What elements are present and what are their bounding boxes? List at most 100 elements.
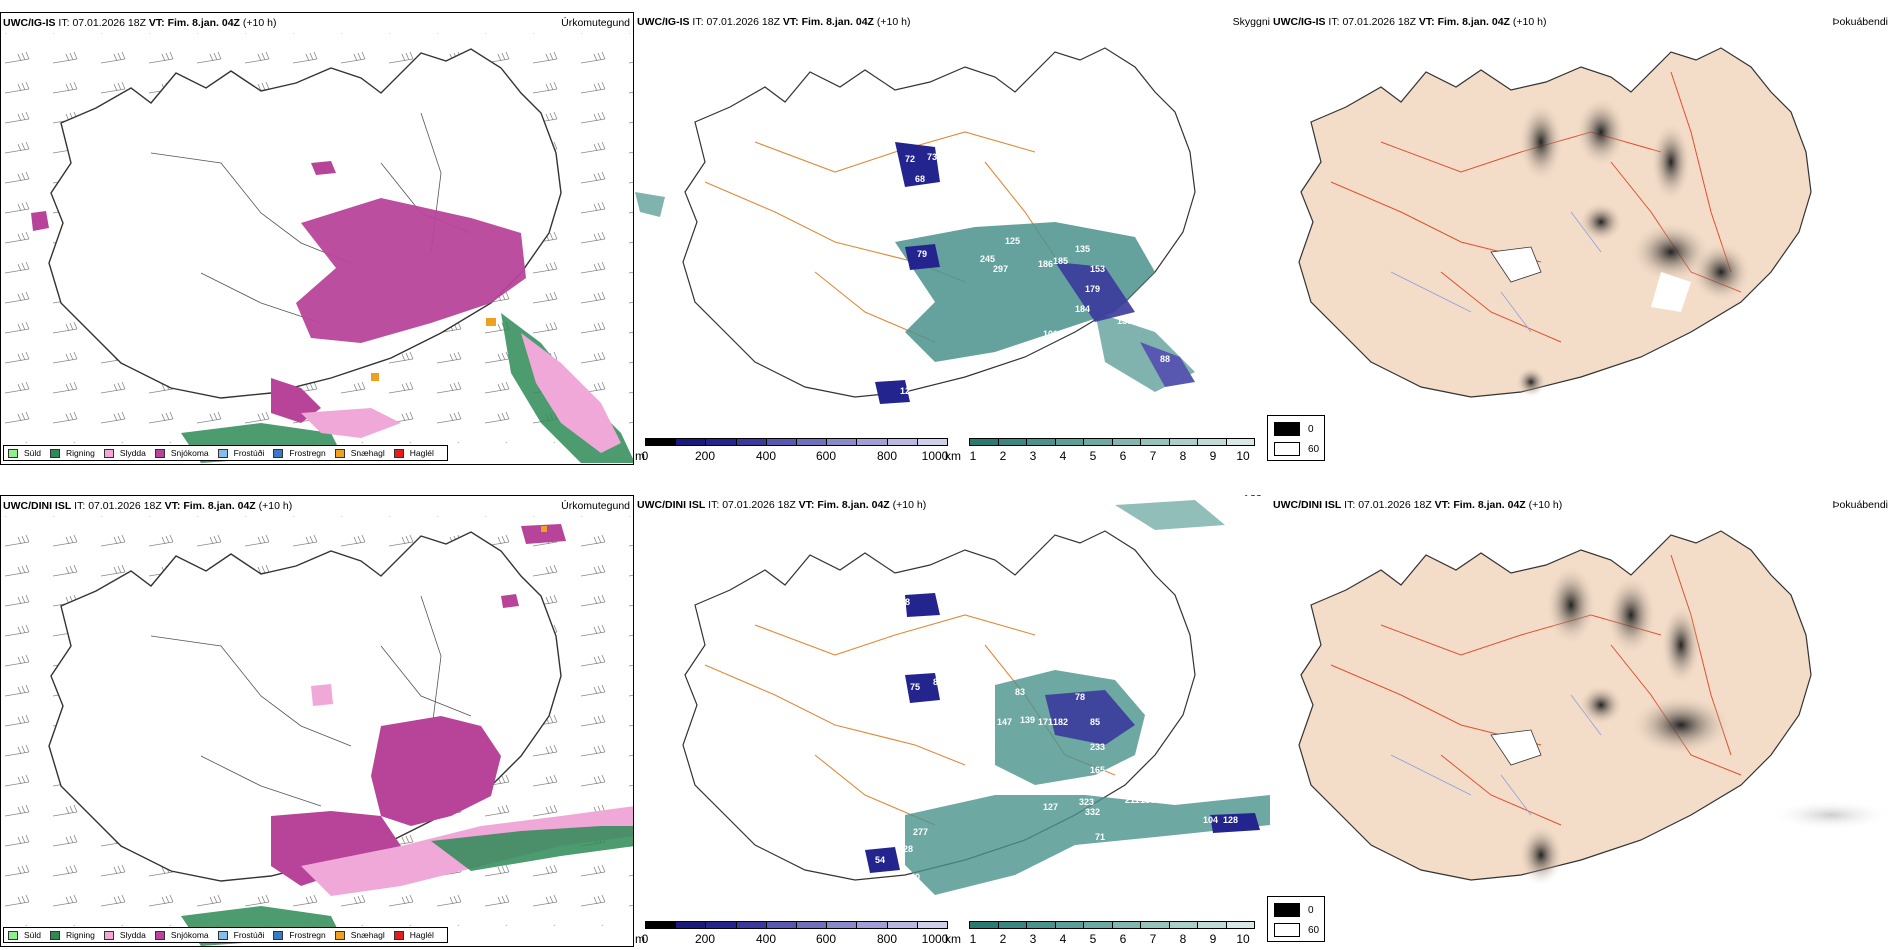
legend-item-snjokoma: Snjókoma xyxy=(154,448,209,458)
fog-panel-row1: UWC/IG-IS IT: 07.01.2026 18Z VT: Fim. 8.… xyxy=(1271,12,1900,465)
height-label: 88 xyxy=(900,597,910,607)
panel-header: UWC/DINI ISL IT: 07.01.2026 18Z VT: Fim.… xyxy=(1273,499,1563,511)
panel-title-precip: Úrkomutegund xyxy=(561,500,630,512)
precip-legend: Súld Rigning Slydda Snjókoma Frostúði Fr… xyxy=(3,927,448,943)
panel-header: UWC/DINI ISL IT: 07.01.2026 18Z VT: Fim.… xyxy=(637,499,927,511)
height-label: 72 xyxy=(905,154,915,164)
height-label: 83 xyxy=(1015,687,1025,697)
legend-item-snaehagl: Snæhagl xyxy=(334,448,385,458)
height-label: 180 xyxy=(1140,795,1155,805)
visibility-panel-row2: UWC/DINI ISL IT: 07.01.2026 18Z VT: Fim.… xyxy=(635,495,1270,947)
fog-panel-row2: UWC/DINI ISL IT: 07.01.2026 18Z VT: Fim.… xyxy=(1271,495,1900,947)
precip-panel-row2: UWC/DINI ISL IT: 07.01.2026 18Z VT: Fim.… xyxy=(0,495,634,947)
height-label: 182 xyxy=(1053,717,1068,727)
precip-legend: Súld Rigning Slydda Snjókoma Frostúði Fr… xyxy=(3,445,448,461)
height-label: 147 xyxy=(997,717,1012,727)
legend-item-rigning: Rigning xyxy=(50,448,95,458)
legend-item-slydda: Slydda xyxy=(103,448,146,458)
height-label: 277 xyxy=(913,827,928,837)
height-label: 79 xyxy=(917,249,927,259)
precip-panel-row1: UWC/IG-IS IT: 07.01.2026 18Z VT: Fim. 8.… xyxy=(0,12,634,465)
height-label: 40 xyxy=(910,872,920,882)
fog-map-row1 xyxy=(1298,47,1812,398)
panel-title-precip: Úrkomutegund xyxy=(561,17,630,29)
height-label: 297 xyxy=(993,264,1008,274)
panel-title-fog: Þokuábendi xyxy=(1832,499,1888,511)
height-label: 54 xyxy=(875,855,885,865)
height-label: 127 xyxy=(1043,802,1058,812)
legend-item-sud: Súld xyxy=(8,930,41,940)
height-label: 186 xyxy=(1038,259,1053,269)
panel-header: UWC/IG-IS IT: 07.01.2026 18Z VT: Fim. 8.… xyxy=(3,17,277,29)
legend-item-frostudi: Frostúði xyxy=(217,448,264,458)
height-label: 81 xyxy=(970,567,980,577)
height-label: 139 xyxy=(1020,715,1035,725)
height-colorbar-row2: m 0 200 400 600 800 1000 xyxy=(635,921,950,947)
legend-item-sud: Súld xyxy=(8,448,41,458)
height-label: 23 xyxy=(970,414,980,424)
precip-map-row1 xyxy=(1,33,633,463)
height-label: 29 xyxy=(901,897,911,907)
height-label: 73 xyxy=(927,152,937,162)
height-label: 85 xyxy=(980,882,990,892)
fog-legend-row2: 0 60 xyxy=(1267,896,1325,942)
legend-item-snjokoma: Snjókoma xyxy=(154,930,209,940)
height-label: 26 xyxy=(913,897,923,907)
height-label: 104 xyxy=(1203,815,1218,825)
height-label: 15 xyxy=(885,409,895,419)
height-label: 165 xyxy=(1090,765,1105,775)
height-label: 211 xyxy=(1125,795,1140,805)
panel-title-visibility: Skyggni xyxy=(1232,16,1270,28)
height-label: 85 xyxy=(1090,717,1100,727)
legend-item-snaehagl: Snæhagl xyxy=(334,930,385,940)
height-label: 80 xyxy=(933,677,943,687)
fog-map-row2 xyxy=(1298,530,1891,885)
panel-header: UWC/DINI ISL IT: 07.01.2026 18Z VT: Fim.… xyxy=(3,500,293,512)
legend-item-frostregn: Frostregn xyxy=(273,448,326,458)
height-label: 125 xyxy=(1005,236,1020,246)
height-label: 128 xyxy=(1223,815,1238,825)
visibility-map-row2: 88 81 75 80 164 147 83 139 171 182 78 85 233 165 127 32… xyxy=(682,500,1270,907)
legend-swatch xyxy=(8,448,18,458)
height-label: 71 xyxy=(1095,832,1105,842)
height-label: 245 xyxy=(980,254,995,264)
height-label: 68 xyxy=(915,174,925,184)
km-colorbar-row2: km 1 2 3 4 5 6 7 8 9 10 xyxy=(945,921,1265,947)
height-label: 78 xyxy=(1075,692,1085,702)
legend-item-frostudi: Frostúði xyxy=(217,930,264,940)
panel-header: UWC/IG-IS IT: 07.01.2026 18Z VT: Fim. 8.… xyxy=(1273,16,1547,28)
legend-item-slydda: Slydda xyxy=(103,930,146,940)
height-label: 97 xyxy=(1005,877,1015,887)
visibility-panel-row1: UWC/IG-IS IT: 07.01.2026 18Z VT: Fim. 8.… xyxy=(635,12,1270,465)
legend-item-frostregn: Frostregn xyxy=(273,930,326,940)
height-label: 153 xyxy=(1090,264,1105,274)
height-label: 137 xyxy=(1117,316,1132,326)
legend-item-haglel: Haglél xyxy=(393,448,434,458)
precip-map-row2 xyxy=(1,516,633,946)
height-label: 323 xyxy=(1079,797,1094,807)
height-label: 101 xyxy=(1043,329,1058,339)
fog-legend-row1: 0 60 xyxy=(1267,415,1325,461)
legend-item-rigning: Rigning xyxy=(50,930,95,940)
height-label: 233 xyxy=(1090,742,1105,752)
height-label: 88 xyxy=(1160,354,1170,364)
legend-item-haglel: Haglél xyxy=(393,930,434,940)
height-label: 184 xyxy=(1075,304,1090,314)
height-label: 85 xyxy=(940,174,950,184)
height-label: 24 xyxy=(873,832,883,842)
height-label: 135 xyxy=(1075,244,1090,254)
height-label: 12 xyxy=(900,386,910,396)
height-label: 75 xyxy=(910,682,920,692)
panel-header: UWC/IG-IS IT: 07.01.2026 18Z VT: Fim. 8.… xyxy=(637,16,911,28)
height-label: 185 xyxy=(1053,256,1068,266)
height-colorbar-row1: m 0 200 400 600 800 1000 xyxy=(635,438,950,465)
height-label: 179 xyxy=(1085,284,1100,294)
height-label: 164 xyxy=(970,697,985,707)
height-label: 332 xyxy=(1085,807,1100,817)
panel-title-visibility: Skyggni xyxy=(1233,495,1270,497)
height-label: 128 xyxy=(898,844,913,854)
panel-title-fog: Þokuábendi xyxy=(1832,16,1888,28)
height-label: 171 xyxy=(1038,717,1053,727)
km-colorbar-row1: km 1 2 3 4 5 6 7 8 9 10 xyxy=(945,438,1265,465)
